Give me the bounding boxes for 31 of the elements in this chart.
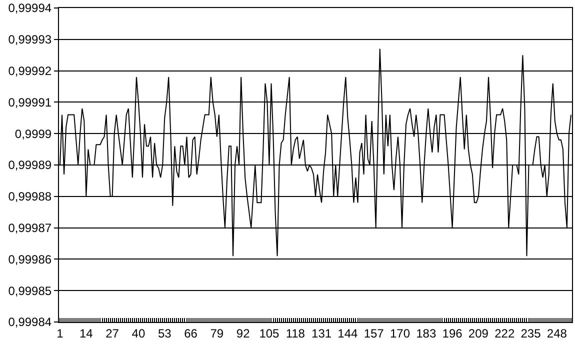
x-tick-label: 118 (286, 326, 306, 340)
x-tick-label: 157 (364, 326, 384, 340)
y-tick-label: 0,99986 (8, 252, 52, 266)
y-tick-label: 0,99988 (8, 190, 52, 204)
x-tick-label: 170 (390, 326, 410, 340)
x-tick-label: 27 (106, 326, 120, 340)
x-tick-label: 222 (494, 326, 515, 340)
y-tick-label: 0,99994 (8, 1, 52, 16)
x-tick-label: 131 (312, 326, 332, 340)
x-tick-label: 1 (56, 326, 64, 340)
x-tick-label: 40 (132, 326, 146, 340)
y-tick-label: 0,99987 (8, 221, 52, 235)
x-tick-label: 144 (338, 326, 358, 340)
x-tick-label: 66 (184, 326, 198, 340)
y-tick-label: 0,99993 (8, 32, 52, 47)
x-tick-label: 105 (259, 326, 280, 340)
y-tick-label: 0,99984 (8, 315, 52, 330)
y-tick-label: 0,99985 (8, 284, 52, 298)
y-tick-label: 0,99992 (8, 64, 52, 78)
x-tick-label: 248 (546, 326, 568, 340)
x-tick-label: 235 (520, 326, 542, 340)
x-tick-label: 79 (210, 326, 224, 340)
x-tick-label: 183 (416, 326, 436, 340)
y-tick-label: 0,99991 (8, 95, 52, 110)
x-tick-label: 92 (236, 326, 250, 340)
x-tick-label: 53 (158, 326, 172, 340)
y-tick-label: 0,99989 (8, 158, 52, 172)
x-tick-label: 196 (442, 326, 463, 340)
x-tick-label: 14 (79, 326, 94, 340)
x-tick-label: 209 (468, 326, 489, 340)
y-tick-label: 0,9999 (14, 126, 52, 141)
